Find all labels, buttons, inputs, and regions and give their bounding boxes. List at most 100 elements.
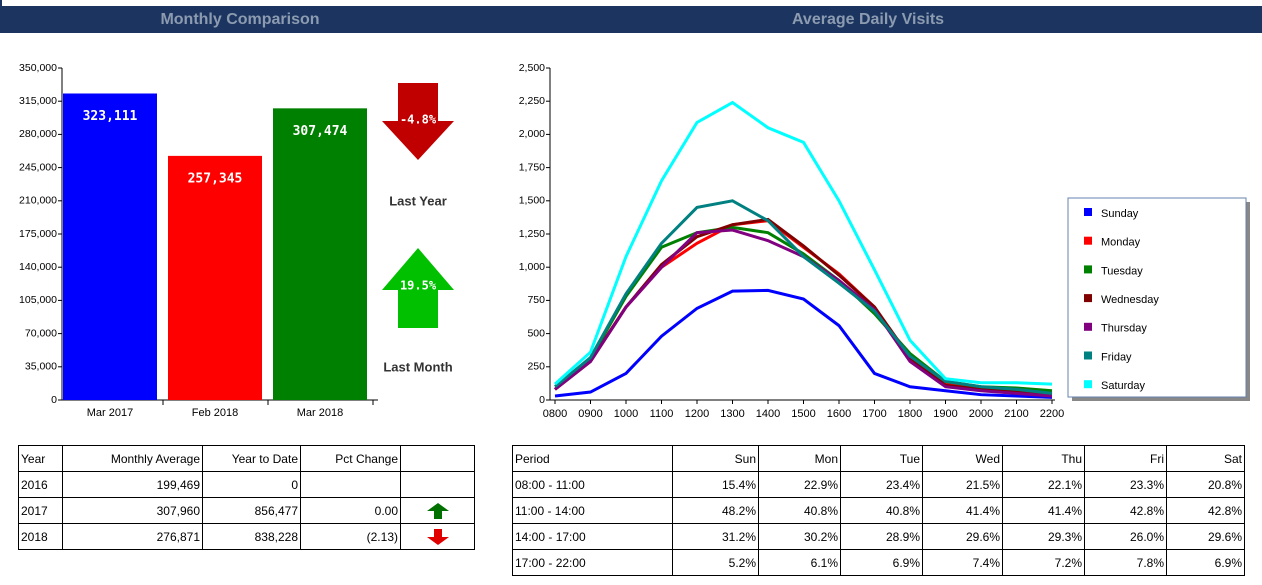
x-tick-label: Feb 2018: [192, 407, 238, 419]
x-tick-label: 2200: [1040, 408, 1064, 420]
table-cell: 6.9%: [840, 549, 923, 576]
table-cell: 42.8%: [1166, 497, 1245, 524]
table-cell: 23.4%: [840, 471, 923, 498]
kpi-label: Last Month: [383, 359, 452, 374]
x-tick-label: 1000: [614, 408, 638, 420]
table-row: 17:00 - 22:00 5.2% 6.1% 6.9% 7.4% 7.2% 7.8% 6.9…: [512, 549, 1245, 576]
table-cell: 199,469: [62, 471, 203, 498]
header-bar: [0, 6, 1262, 33]
x-tick-label: 1300: [720, 408, 744, 420]
table-cell: 28.9%: [840, 523, 923, 550]
trend-icon: [426, 502, 449, 519]
table-cell: 42.8%: [1084, 497, 1167, 524]
table-cell: Wed: [922, 445, 1003, 472]
bar: [63, 93, 157, 400]
table-cell: 0.00: [300, 497, 401, 524]
table-cell: 23.3%: [1084, 471, 1167, 498]
table-cell: Thu: [1002, 445, 1085, 472]
y-tick-label: 1,500: [519, 195, 545, 207]
table-cell: 26.0%: [1084, 523, 1167, 550]
legend-label: Saturday: [1101, 380, 1146, 392]
icon-cell: [400, 523, 475, 550]
y-tick-label: 2,000: [519, 128, 545, 140]
legend-label: Tuesday: [1101, 265, 1143, 277]
x-tick-label: 1500: [791, 408, 815, 420]
table-cell: 7.2%: [1002, 549, 1085, 576]
data-table: Period Sun Mon Tue Wed Thu Fri Sat 08:00 - 11:00…: [512, 445, 1245, 576]
legend-swatch: [1084, 265, 1092, 274]
bar-label: 307,474: [293, 124, 348, 139]
legend-label: Sunday: [1101, 208, 1139, 220]
y-tick-label: 1,750: [519, 161, 545, 173]
y-tick-label: 315,000: [19, 95, 57, 107]
table-cell: 41.4%: [1002, 497, 1085, 524]
table-cell: (2.13): [300, 523, 401, 550]
y-tick-label: 0: [539, 394, 545, 406]
y-tick-label: 350,000: [19, 62, 57, 74]
table-cell: Year to Date: [202, 445, 301, 472]
x-tick-label: 1900: [933, 408, 957, 420]
table-cell: 22.9%: [758, 471, 841, 498]
table-row: 08:00 - 11:00 15.4% 22.9% 23.4% 21.5% 22.1% 23…: [512, 471, 1245, 498]
table-cell: Fri: [1084, 445, 1167, 472]
y-tick-label: 280,000: [19, 128, 57, 140]
y-tick-label: 1,000: [519, 261, 545, 273]
kpi-arrow: [382, 248, 454, 328]
legend: [1067, 197, 1247, 398]
icon-cell: [400, 471, 475, 498]
legend-swatch: [1084, 351, 1092, 360]
x-tick-label: 1200: [685, 408, 709, 420]
x-tick-label: Mar 2017: [87, 407, 133, 419]
y-tick-label: 175,000: [19, 228, 57, 240]
table-cell: 22.1%: [1002, 471, 1085, 498]
table-cell: Sat: [1166, 445, 1245, 472]
x-tick-label: 1100: [650, 408, 674, 420]
table-cell: Pct Change: [300, 445, 401, 472]
table-cell: 31.2%: [672, 523, 759, 550]
trend-icon: [426, 528, 449, 545]
line-series: [554, 199, 1053, 395]
legend-label: Monday: [1101, 237, 1141, 249]
table-cell: 6.9%: [1166, 549, 1245, 576]
table-row: Year Monthly Average Year to Date Pct Chang…: [18, 445, 475, 472]
table-cell: 2016: [18, 471, 63, 498]
table-cell: 5.2%: [672, 549, 759, 576]
table-cell: Sun: [672, 445, 759, 472]
kpi-value: -4.8%: [400, 113, 437, 127]
legend-swatch: [1084, 322, 1092, 331]
x-tick-label: 1800: [898, 408, 922, 420]
x-tick-label: 1600: [827, 408, 851, 420]
x-tick-label: 2000: [969, 408, 993, 420]
legend-swatch: [1084, 380, 1092, 389]
bar: [168, 155, 262, 400]
table-cell: [300, 471, 401, 498]
legend-swatch: [1084, 294, 1092, 303]
table-row: 11:00 - 14:00 48.2% 40.8% 40.8% 41.4% 41.4% 42…: [512, 497, 1245, 524]
table-cell: 40.8%: [840, 497, 923, 524]
table-cell: 7.4%: [922, 549, 1003, 576]
icon-cell: [400, 445, 475, 472]
data-table: Year Monthly Average Year to Date Pct Chang…: [18, 445, 475, 550]
legend-swatch: [1084, 236, 1092, 245]
kpi-value: 19.5%: [400, 279, 437, 293]
x-tick-label: 0900: [578, 408, 602, 420]
table-cell: 2017: [18, 497, 63, 524]
table-cell: Tue: [840, 445, 923, 472]
x-tick-label: 1700: [862, 408, 886, 420]
table-cell: 11:00 - 14:00: [512, 497, 673, 524]
table-cell: 40.8%: [758, 497, 841, 524]
y-tick-label: 2,500: [519, 62, 545, 74]
y-tick-label: 500: [527, 327, 545, 339]
table-cell: 6.1%: [758, 549, 841, 576]
table-cell: Year: [18, 445, 63, 472]
y-tick-label: 0: [51, 394, 57, 406]
y-tick-label: 35,000: [25, 361, 57, 373]
bar: [273, 108, 367, 400]
table-cell: 838,228: [202, 523, 301, 550]
table-cell: 29.6%: [922, 523, 1003, 550]
y-tick-label: 140,000: [19, 261, 57, 273]
table-row: Period Sun Mon Tue Wed Thu Fri Sat: [512, 445, 1245, 472]
table-cell: 2018: [18, 523, 63, 550]
x-tick-label: Mar 2018: [297, 407, 343, 419]
table-row: 2017 307,960 856,477 0.00: [18, 497, 475, 524]
